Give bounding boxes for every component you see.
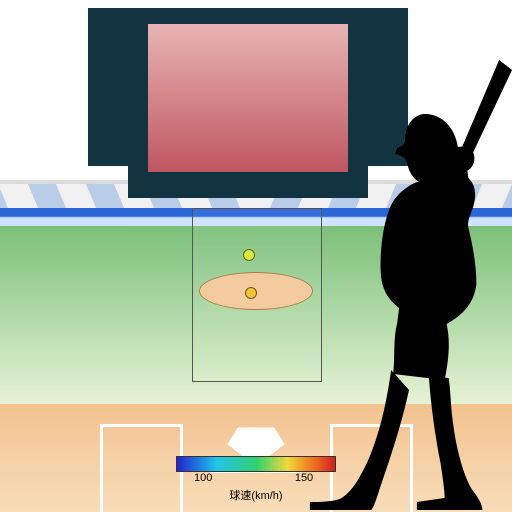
speed-legend-tick: 100 xyxy=(194,472,212,484)
pitch-chart-stage: 100 150 球速(km/h) xyxy=(0,0,512,512)
pitch-marker xyxy=(243,249,255,261)
pitch-marker xyxy=(245,287,257,299)
speed-legend-ticks: 100 150 xyxy=(176,472,336,486)
speed-legend-tick: 150 xyxy=(295,472,313,484)
speed-legend: 100 150 球速(km/h) xyxy=(176,456,336,503)
speed-legend-label: 球速(km/h) xyxy=(176,487,336,503)
batter-silhouette xyxy=(298,58,512,510)
speed-legend-bar xyxy=(176,456,336,472)
